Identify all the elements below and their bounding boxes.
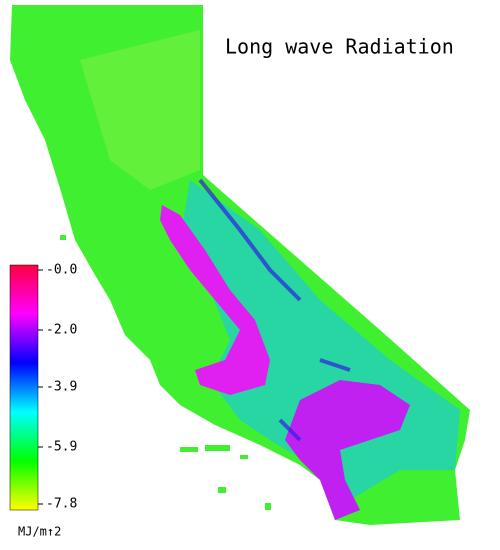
colorbar-tick-label: -7.8 [46,497,77,512]
north-coast-tint [80,30,200,190]
colorbar-tick-label: -3.9 [46,380,77,395]
blue-fringe [198,178,351,442]
colorbar-tick-label: -5.9 [46,440,77,455]
colorbar-unit: MJ/m↑2 [18,525,61,539]
colorbar-tick-label: -2.0 [46,323,77,338]
map-title: Long wave Radiation [225,35,454,59]
california-map [10,5,470,525]
sierra-high [160,205,270,395]
colorbar [9,264,39,511]
colorbar-tick-label: -0.0 [46,263,77,278]
south-high [285,380,410,520]
